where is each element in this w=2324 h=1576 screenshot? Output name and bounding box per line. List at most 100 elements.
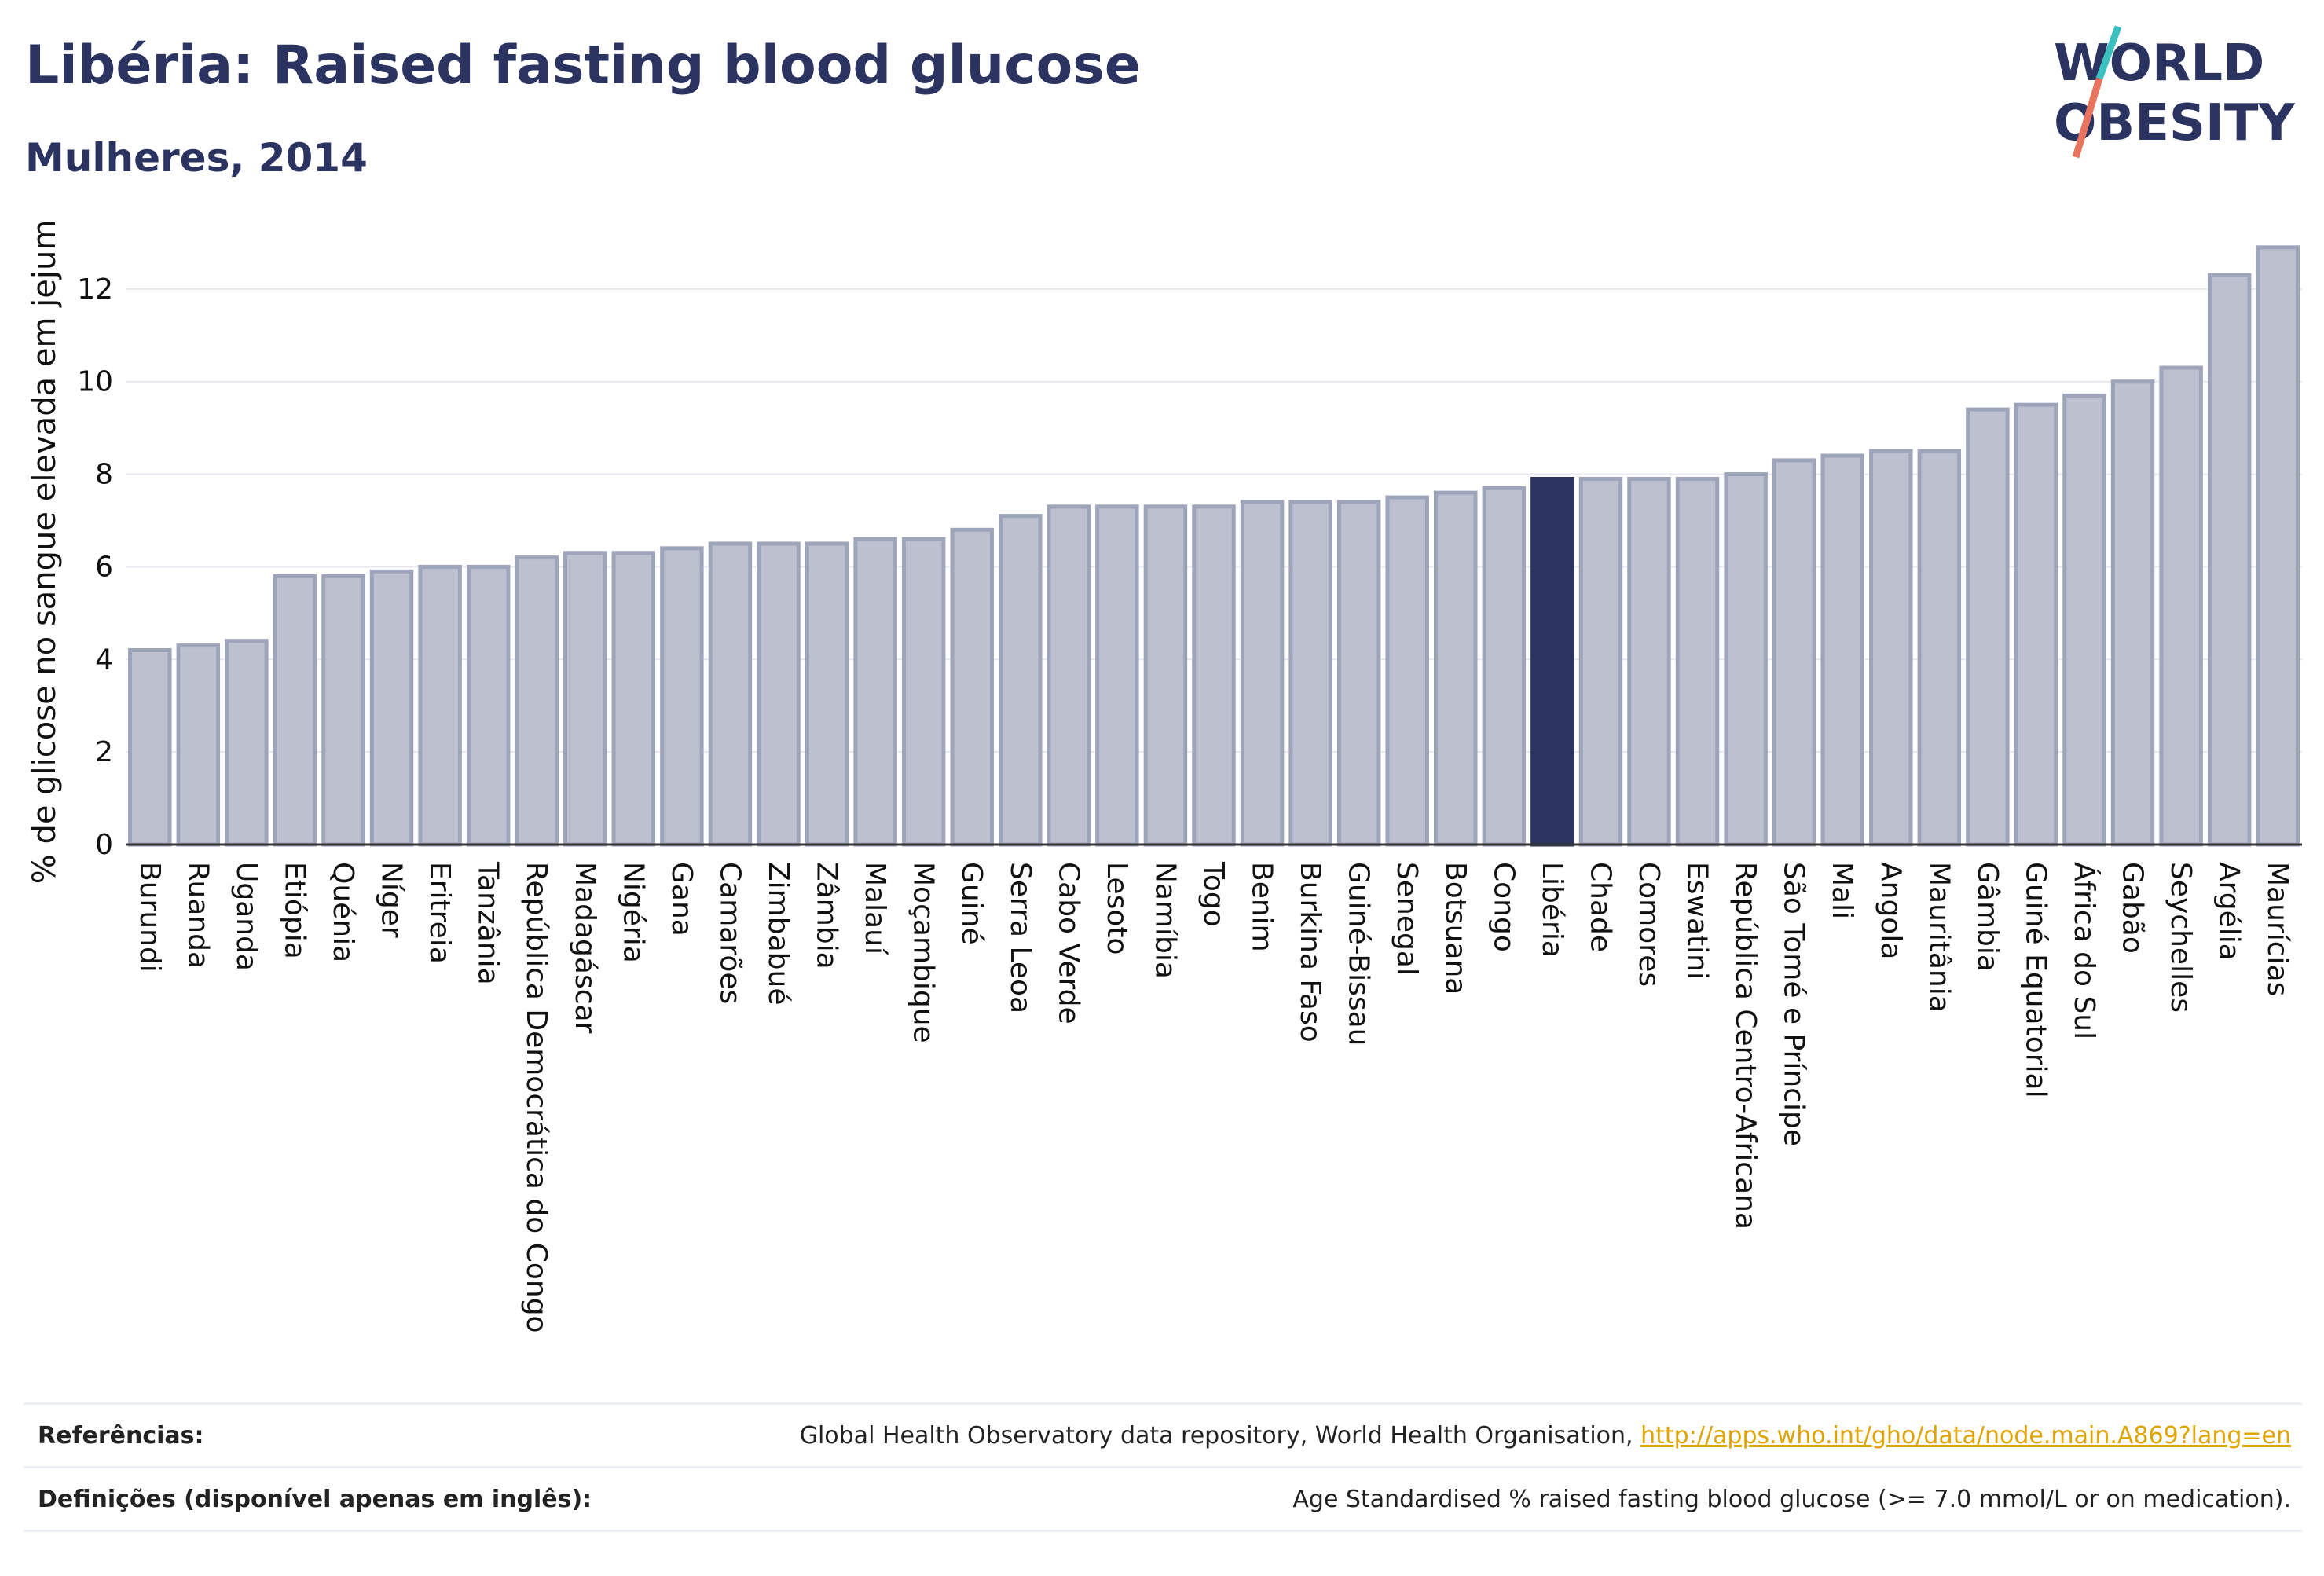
x-tick-label: Níger [376,862,408,938]
y-tick-label: 4 [95,643,113,676]
bar [128,648,172,847]
logo-slash-bottom [2072,77,2103,159]
x-tick-label: Togo [1197,861,1230,927]
bar [999,514,1043,847]
x-tick-label: Madagáscar [569,862,601,1034]
x-tick-label: Burkina Faso [1294,862,1326,1043]
logo-slash-top [2095,25,2122,80]
x-tick-label: Burundi [134,862,166,973]
x-tick-label: Cabo Verde [1052,862,1084,1024]
x-tick-label: Malauí [859,862,891,955]
x-tick-label: Senegal [1391,862,1423,976]
bar [2062,393,2106,847]
x-tick-label: Gana [665,862,698,936]
x-tick-label: Argélia [2213,862,2245,961]
bar [1095,504,1139,847]
bar [1578,476,1623,847]
x-tick-label: Congo [1487,862,1519,952]
references-text: Global Health Observatory data repositor… [799,1421,1633,1450]
bar [1820,453,1864,847]
x-tick-label: Eritreia [423,862,456,964]
bar [176,643,221,847]
bar [1047,504,1091,847]
bar [611,551,656,847]
bar [757,541,801,847]
x-tick-label: Maurícias [2261,862,2293,996]
bar [1143,504,1188,847]
references-row: Referências: Global Health Observatory d… [24,1402,2302,1466]
logo-text-world: WORLD [2054,35,2264,93]
bar [1627,476,1671,847]
bar [853,537,897,847]
bar [1482,486,1527,847]
bar-chart: 0 2 4 6 8 10 12 % de glicose no sangue elevada … [27,220,2302,1333]
x-tick-label: Mauritânia [1923,862,1955,1013]
x-tick-label: Quénia [327,862,359,962]
bar [1966,407,2010,847]
x-tick-label: Serra Leoa [1004,862,1036,1013]
bar [2110,379,2155,847]
x-tick-label: Zimbabué [762,862,794,1005]
x-tick-label: Seychelles [2165,862,2197,1013]
bar [1869,449,1913,847]
x-tick-label: Gabão [2117,862,2149,954]
bar [1724,472,1768,847]
bar [1192,504,1236,847]
x-tick-label: Zâmbia [811,862,843,969]
x-tick-label: Botsuana [1439,862,1472,995]
y-tick-label: 6 [95,551,113,583]
y-axis-title: % de glicose no sangue elevada em jejum [27,220,63,885]
bar [1772,458,1816,847]
x-tick-label: República Democrática do Congo [520,862,552,1333]
bar [2014,402,2058,847]
x-tick-label: Gâmbia [1971,862,2003,972]
references-label: Referências: [38,1421,204,1450]
x-tick-label: Angola [1875,862,1907,959]
x-tick-label: África do Sul [2068,862,2101,1039]
x-tick-label: Guiné [955,862,988,945]
bar [2159,365,2203,847]
bar [1675,476,1720,847]
definitions-row: Definições (disponível apenas em inglês)… [24,1466,2302,1532]
chart-subtitle: Mulheres, 2014 [25,135,368,181]
y-tick-label: 12 [77,273,113,306]
bar-highlight [1530,476,1574,847]
bar [1336,500,1381,847]
x-tick-label: Lesoto [1101,862,1133,955]
x-tick-label: Benim [1246,862,1278,952]
x-tick-label: Libéria [1536,862,1568,958]
bar [1240,500,1285,847]
bar [660,546,704,847]
chart-title: Libéria: Raised fasting blood glucose [25,35,1141,97]
bar [369,569,414,847]
y-tick-label: 2 [95,736,113,768]
references-value: Global Health Observatory data repositor… [800,1422,2302,1450]
bar [418,564,462,847]
definitions-value: Age Standardised % raised fasting blood … [1292,1485,2291,1513]
bar [563,551,607,847]
bar [1434,490,1478,847]
bar [901,537,946,847]
x-tick-label: Etiópia [278,862,310,959]
bar [2207,273,2252,847]
y-tick-label: 8 [95,459,113,491]
y-tick-label: 10 [77,366,113,398]
x-tick-label: São Tomé e Príncipe [1778,862,1810,1146]
bar [225,639,269,847]
bar [321,574,365,847]
x-tick-label: Camarões [713,862,746,1004]
bar [466,564,511,847]
x-tick-label: Comores [1633,862,1665,987]
bar [1385,495,1429,847]
x-tick-label: Nigéria [617,862,649,963]
references-link[interactable]: http://apps.who.int/gho/data/node.main.A… [1640,1421,2291,1450]
x-tick-label: Ruanda [181,862,214,969]
y-tick-label: 0 [95,829,113,861]
bar [708,541,753,847]
x-tick-label: Eswatini [1681,862,1714,980]
x-tick-label: Guiné-Bissau [1343,862,1375,1046]
definitions-label: Definições (disponível apenas em inglês)… [38,1485,592,1513]
bar [805,541,849,847]
bar [1917,449,1962,847]
x-tick-label: Guiné Equatorial [2019,862,2051,1098]
